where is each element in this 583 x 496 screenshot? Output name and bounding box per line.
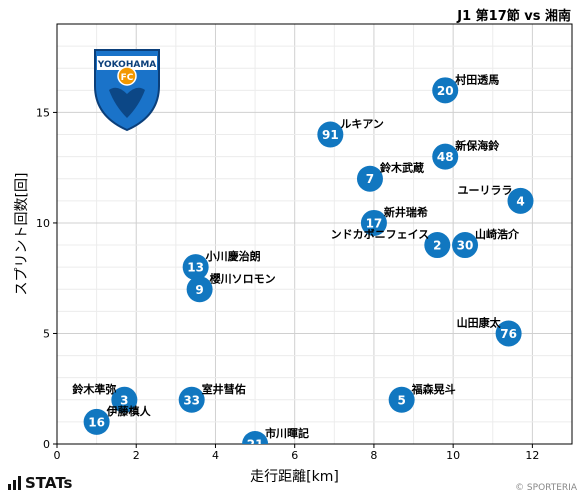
point-number: 5 <box>397 393 405 407</box>
x-tick-label: 4 <box>212 449 219 462</box>
point-name-label: ルキアン <box>340 118 384 131</box>
point-marker <box>178 386 205 413</box>
point-name-label: 村田透馬 <box>455 72 499 86</box>
point-name-label: 櫻川ソロモン <box>209 271 276 285</box>
x-tick-label: 12 <box>525 449 539 462</box>
plot-frame <box>56 23 573 445</box>
point-marker <box>83 408 110 435</box>
point-marker <box>495 320 522 347</box>
point-marker <box>360 209 387 236</box>
copyright: © SPORTERIA <box>515 483 577 493</box>
point-marker <box>186 276 213 303</box>
data-point: 91 <box>317 121 344 148</box>
point-number: 2 <box>433 239 441 253</box>
point-name-label: 市川暉記 <box>265 426 309 440</box>
point-marker <box>507 187 534 214</box>
brand-logo: STATs <box>8 474 72 492</box>
y-tick-label: 15 <box>36 106 50 119</box>
point-name-label: 福森晃斗 <box>411 382 456 396</box>
point-marker <box>432 77 459 104</box>
data-point: 9 <box>186 276 213 303</box>
x-tick-label: 2 <box>133 449 140 462</box>
logo-phoenix <box>109 87 145 118</box>
data-point: 21 <box>242 431 269 452</box>
logo-band <box>97 56 157 70</box>
data-point: 13 <box>182 254 209 281</box>
y-tick-label: 0 <box>43 438 50 451</box>
y-tick-label: 10 <box>36 217 50 230</box>
point-marker <box>424 232 451 259</box>
point-number: 3 <box>120 393 128 407</box>
data-point: 4 <box>507 187 534 214</box>
data-point: 17 <box>360 209 387 236</box>
stats-bars-icon <box>8 476 21 490</box>
point-number: 7 <box>366 172 374 186</box>
point-name-label: ユーリララ <box>458 184 513 197</box>
logo-text: YOKOHAMA <box>97 60 157 70</box>
point-marker <box>432 143 459 170</box>
point-number: 20 <box>437 84 454 98</box>
point-name-label: 鈴木武蔵 <box>380 161 424 175</box>
data-point: 5 <box>388 386 415 413</box>
y-tick-label: 5 <box>43 327 50 340</box>
point-marker <box>111 386 138 413</box>
data-point: 3 <box>111 386 138 413</box>
point-number: 16 <box>88 415 105 429</box>
point-name-label: 小川慶治朗 <box>205 249 261 263</box>
point-number: 76 <box>500 327 517 341</box>
data-point: 7 <box>356 165 383 192</box>
x-tick-label: 6 <box>291 449 298 462</box>
data-point: 76 <box>495 320 522 347</box>
data-point: 48 <box>432 143 459 170</box>
point-name-label: 新保海鈴 <box>455 139 500 153</box>
point-number: 91 <box>322 128 339 142</box>
y-axis-label: スプリント回数[回] <box>14 173 30 296</box>
data-point: 33 <box>178 386 205 413</box>
logo-emblem-text: FC <box>121 73 134 83</box>
point-number: 33 <box>183 393 200 407</box>
team-logo-icon: YOKOHAMA FC <box>94 49 160 132</box>
x-axis-label: 走行距離[km] <box>250 468 339 485</box>
x-tick-label: 8 <box>370 449 377 462</box>
point-number: 48 <box>437 150 454 164</box>
point-name-label: 室井彗佑 <box>202 382 246 396</box>
page-title: J1 第17節 vs 湘南 <box>457 9 571 24</box>
point-number: 4 <box>516 194 524 208</box>
point-marker <box>388 386 415 413</box>
point-number: 17 <box>366 216 383 230</box>
data-point: 30 <box>452 232 479 259</box>
point-marker <box>317 121 344 148</box>
point-marker <box>356 165 383 192</box>
point-marker <box>452 232 479 259</box>
data-point: 16 <box>83 408 110 435</box>
point-number: 30 <box>457 239 474 253</box>
point-name-label: ンドカボニフェイス <box>331 227 430 241</box>
point-name-label: 伊藤槙人 <box>106 404 152 418</box>
data-point: 20 <box>432 77 459 104</box>
point-name-label: 山田康太 <box>457 315 502 329</box>
point-name-label: 新井瑞希 <box>384 205 428 219</box>
point-marker <box>182 254 209 281</box>
point-name-label: 山崎浩介 <box>475 227 520 241</box>
logo-ball <box>117 66 137 86</box>
x-tick-label: 0 <box>54 449 61 462</box>
point-marker <box>242 431 269 444</box>
point-name-label: 鈴木準弥 <box>72 382 116 396</box>
point-number: 21 <box>247 438 264 452</box>
x-tick-label: 10 <box>446 449 460 462</box>
brand-text: STATs <box>25 474 73 492</box>
data-point: 2 <box>424 232 451 259</box>
point-number: 9 <box>195 283 203 297</box>
point-number: 13 <box>187 261 204 275</box>
